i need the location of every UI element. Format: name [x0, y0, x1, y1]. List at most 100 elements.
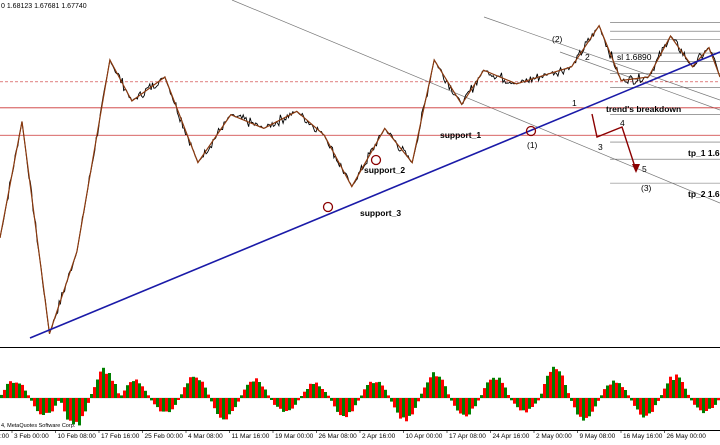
oscillator-bar — [153, 398, 156, 405]
oscillator-bar — [342, 398, 345, 416]
oscillator-bar — [411, 398, 414, 415]
forecast-arrow — [632, 164, 640, 173]
channel-line-2 — [483, 16, 720, 101]
oscillator-bar — [423, 387, 426, 398]
oscillator-bar — [384, 389, 387, 398]
pivot-circle-wave-1 — [525, 125, 537, 137]
x-tick-label: 25 Feb 00:00 — [145, 433, 184, 440]
oscillator-bar — [693, 398, 696, 405]
oscillator-bar — [36, 398, 39, 412]
oscillator-bar — [654, 398, 657, 406]
oscillator-bar — [486, 382, 489, 398]
oscillator-bar — [39, 398, 42, 415]
oscillator-bar — [93, 387, 96, 398]
oscillator-bar — [582, 398, 585, 421]
oscillator-bar — [642, 398, 645, 418]
x-tick-label: 17 Apr 08:00 — [449, 433, 486, 440]
oscillator-bar — [306, 389, 309, 398]
oscillator-bar — [0, 394, 3, 398]
oscillator-bar — [33, 398, 36, 407]
oscillator-bar — [618, 383, 621, 398]
oscillator-bar — [426, 382, 429, 398]
oscillator-bar — [195, 377, 198, 398]
copyright-label: 4, MetaQuotes Software Corp. — [1, 423, 76, 429]
oscillator-bar — [537, 398, 540, 401]
oscillator-bar — [633, 398, 636, 406]
tp-2-label: tp_2 1.6 — [688, 189, 720, 199]
oscillator-bar — [114, 384, 117, 398]
oscillator-bar — [201, 381, 204, 398]
x-tick-label: 17 Feb 16:00 — [101, 433, 140, 440]
oscillator-bar — [276, 398, 279, 407]
oscillator-bar — [513, 398, 516, 404]
oscillator-bar — [246, 384, 249, 398]
oscillator-bar — [204, 387, 207, 398]
oscillator-bar — [483, 388, 486, 398]
x-tick-label: 2 May 00:00 — [536, 433, 572, 440]
oscillator-bar — [366, 385, 369, 398]
oscillator — [0, 366, 720, 426]
oscillator-bar — [192, 376, 195, 398]
x-tick-label: 11 Mar 16:00 — [232, 433, 270, 440]
oscillator-bar — [171, 398, 174, 410]
oscillator-bar — [609, 384, 612, 398]
oscillator-bar — [291, 398, 294, 409]
oscillator-bar — [354, 398, 357, 406]
oscillator-bar — [606, 385, 609, 398]
oscillator-bar — [525, 398, 528, 413]
zigzag-line — [0, 24, 720, 334]
oscillator-bar — [507, 395, 510, 398]
oscillator-bar — [651, 398, 654, 412]
oscillator-bar — [360, 395, 363, 398]
oscillator-bar — [162, 398, 165, 412]
oscillator-bar — [99, 371, 102, 398]
oscillator-bar — [147, 395, 150, 398]
oscillator-bar — [516, 398, 519, 408]
oscillator-bar — [231, 398, 234, 411]
oscillator-bar — [60, 398, 63, 403]
oscillator-bar — [222, 398, 225, 420]
oscillator-bar — [213, 398, 216, 409]
oscillator-bar — [267, 395, 270, 398]
x-tick-label: 4 Mar 08:00 — [188, 433, 223, 440]
oscillator-bar — [243, 389, 246, 398]
oscillator-bar — [543, 384, 546, 398]
oscillator-bar — [612, 380, 615, 398]
oscillator-bar — [714, 398, 717, 405]
upper-channel-line — [231, 0, 720, 204]
oscillator-bar — [450, 398, 453, 401]
oscillator-bar — [432, 372, 435, 398]
wave-label-3-paren: (3) — [641, 183, 652, 193]
main-trendline — [29, 51, 720, 339]
oscillator-bar — [564, 385, 567, 398]
oscillator-bar — [561, 375, 564, 398]
sl-label: sl 1.6890 — [617, 52, 652, 62]
oscillator-bar — [87, 398, 90, 403]
oscillator-bar — [558, 371, 561, 398]
oscillator-bar — [297, 398, 300, 401]
oscillator-bar — [138, 383, 141, 398]
oscillator-bar — [351, 398, 354, 412]
oscillator-bar — [300, 396, 303, 398]
oscillator-bar — [96, 379, 99, 398]
oscillator-bar — [57, 398, 60, 401]
x-tick-label: 10 Apr 00:00 — [406, 433, 443, 440]
oscillator-bar — [159, 398, 162, 412]
oscillator-bar — [186, 383, 189, 398]
oscillator-bar — [324, 392, 327, 398]
oscillator-bar — [666, 383, 669, 398]
oscillator-bar — [660, 395, 663, 398]
oscillator-bar — [390, 398, 393, 402]
oscillator-bar — [504, 387, 507, 398]
oscillator-bar — [585, 398, 588, 418]
oscillator-bar — [168, 398, 171, 413]
oscillator-bar — [42, 398, 45, 415]
oscillator-bar — [12, 382, 15, 398]
x-tick-label: 9 May 08:00 — [580, 433, 616, 440]
oscillator-bar — [327, 395, 330, 398]
wave-label-5: 5 — [642, 164, 647, 174]
oscillator-bar — [417, 398, 420, 402]
oscillator-bar — [21, 384, 24, 398]
oscillator-bar — [492, 377, 495, 398]
